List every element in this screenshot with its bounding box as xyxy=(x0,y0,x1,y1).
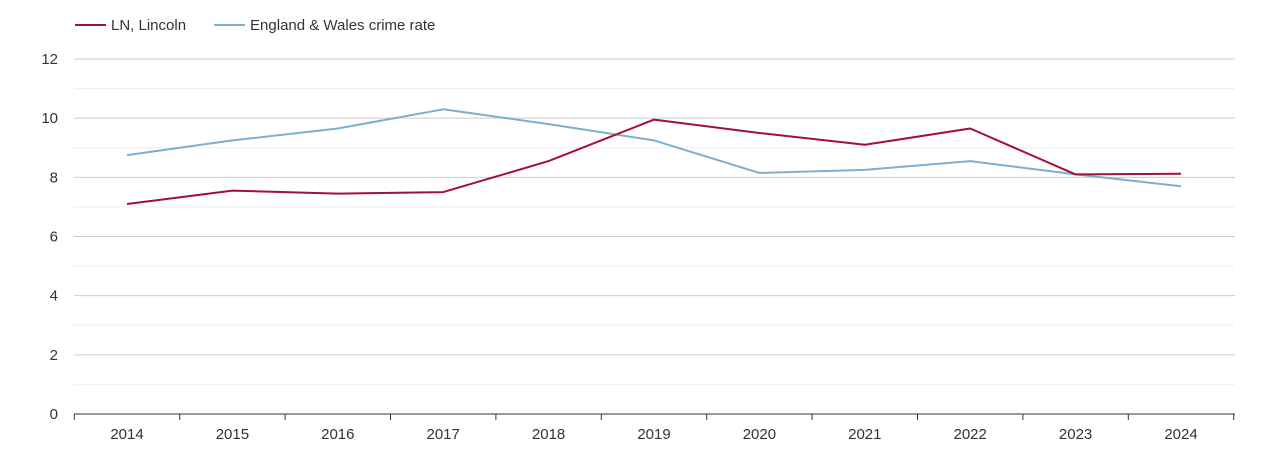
series-line-england-wales-crime-rate xyxy=(126,108,1182,188)
y-tick-label: 2 xyxy=(50,347,58,364)
x-tick-label: 2023 xyxy=(1059,426,1092,443)
x-tick-label: 2014 xyxy=(110,426,143,443)
y-tick-label: 10 xyxy=(41,110,58,127)
x-tick-label: 2016 xyxy=(321,426,354,443)
x-tick-label: 2015 xyxy=(216,426,249,443)
x-tick-label: 2019 xyxy=(637,426,670,443)
x-tick-label: 2022 xyxy=(954,426,987,443)
x-tick-label: 2020 xyxy=(743,426,776,443)
y-tick-label: 4 xyxy=(50,288,58,305)
x-tick-label: 2024 xyxy=(1164,426,1197,443)
x-tick-label: 2021 xyxy=(848,426,881,443)
series-line-ln-lincoln xyxy=(126,118,1182,205)
x-tick-label: 2018 xyxy=(532,426,565,443)
legend-item-ln-lincoln[interactable]: LN, Lincoln xyxy=(75,17,186,34)
grid xyxy=(74,58,1235,385)
y-tick-label: 0 xyxy=(50,406,58,423)
legend: LN, Lincoln England & Wales crime rate xyxy=(75,17,435,34)
y-axis: 0 2 4 6 8 10 12 xyxy=(41,51,58,423)
legend-item-england-wales-crime-rate[interactable]: England & Wales crime rate xyxy=(214,17,435,34)
y-tick-label: 6 xyxy=(50,229,58,246)
y-tick-label: 8 xyxy=(50,169,58,186)
legend-label: England & Wales crime rate xyxy=(250,17,435,34)
y-tick-label: 12 xyxy=(41,51,58,68)
x-axis: 2014 2015 2016 2017 2018 2019 2020 2021 2022 2023… xyxy=(73,413,1235,443)
x-tick-label: 2017 xyxy=(427,426,460,443)
series-group xyxy=(126,108,1182,205)
legend-label: LN, Lincoln xyxy=(111,17,186,34)
